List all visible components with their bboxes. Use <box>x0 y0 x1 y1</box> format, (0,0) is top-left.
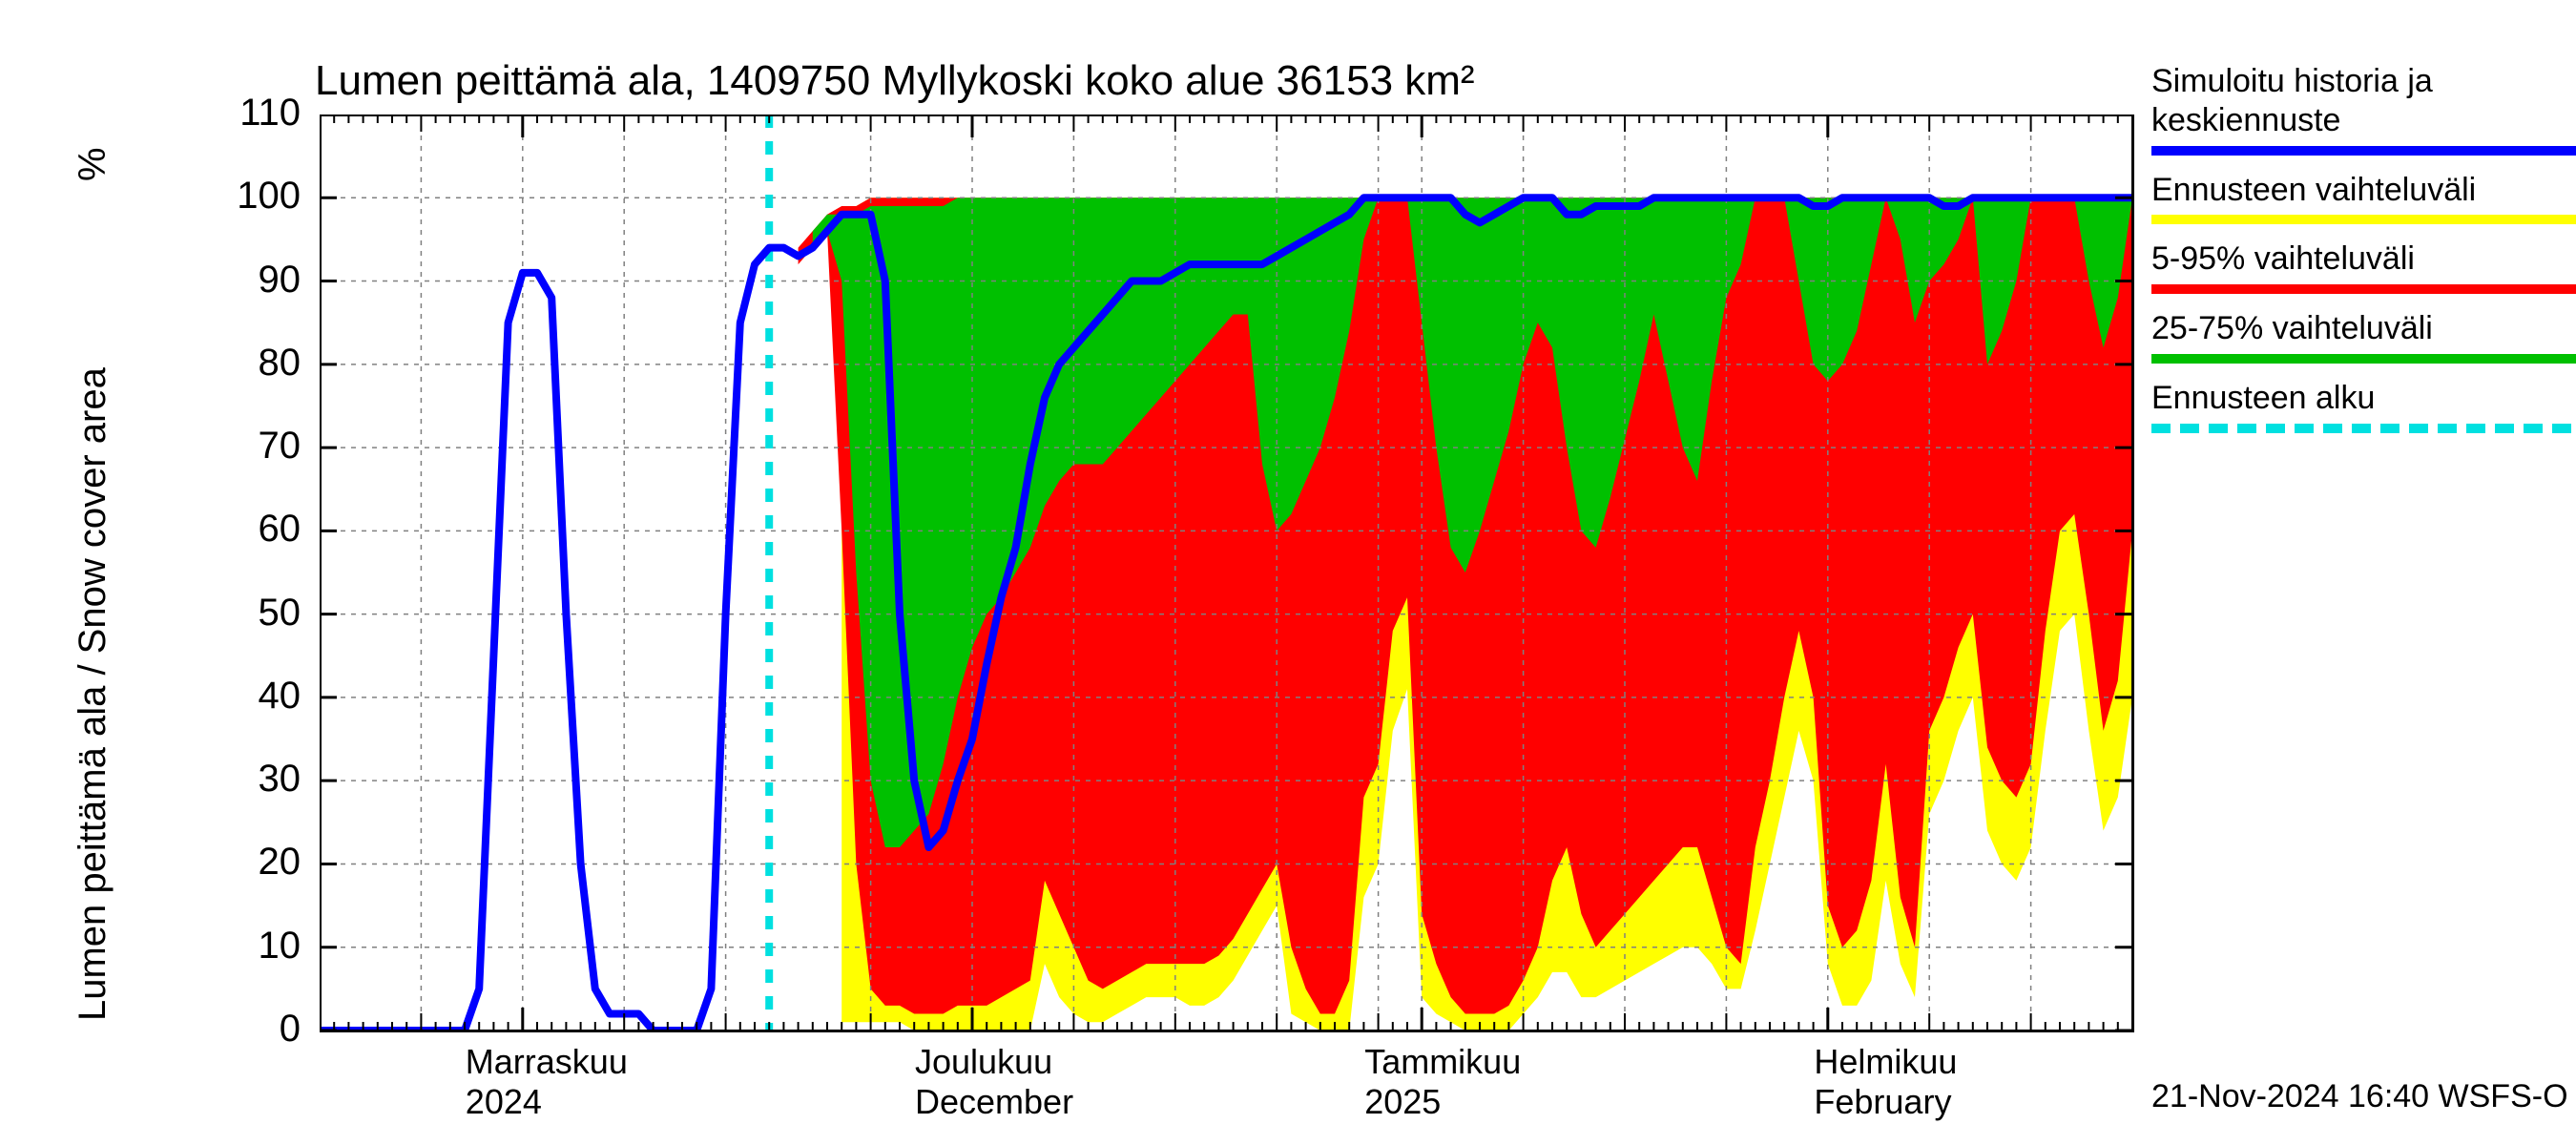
y-tick: 30 <box>224 758 301 801</box>
legend-label: Ennusteen alku <box>2151 379 2576 418</box>
y-axis-label: Lumen peittämä ala / Snow cover area <box>72 367 114 1021</box>
legend-swatch <box>2151 146 2576 156</box>
x-tick-label: Helmikuu <box>1814 1042 1957 1082</box>
legend-label: Ennusteen vaihteluväli <box>2151 171 2576 210</box>
y-tick: 90 <box>224 259 301 302</box>
legend-entry: 5-95% vaihteluväli <box>2151 239 2576 303</box>
chart-title: Lumen peittämä ala, 1409750 Myllykoski k… <box>315 57 1475 105</box>
y-axis-unit: % <box>72 147 114 181</box>
chart-footer: 21-Nov-2024 16:40 WSFS-O <box>2151 1078 2568 1115</box>
legend-label: 5-95% vaihteluväli <box>2151 239 2576 279</box>
chart-plot-area <box>320 114 2134 1032</box>
y-tick: 80 <box>224 342 301 385</box>
legend-swatch <box>2151 424 2576 433</box>
legend-entry: Ennusteen alku <box>2151 379 2576 443</box>
legend-swatch <box>2151 354 2576 364</box>
x-tick-sublabel: February <box>1814 1082 1951 1122</box>
legend-entry: Ennusteen vaihteluväli <box>2151 171 2576 235</box>
y-tick: 110 <box>224 92 301 135</box>
y-tick: 20 <box>224 841 301 884</box>
x-tick-sublabel: December <box>915 1082 1073 1122</box>
y-tick: 50 <box>224 592 301 635</box>
y-tick: 70 <box>224 425 301 468</box>
x-tick-label: Tammikuu <box>1364 1042 1521 1082</box>
legend-label: Simuloitu historia jakeskiennuste <box>2151 62 2576 140</box>
y-tick: 10 <box>224 925 301 968</box>
y-tick: 100 <box>224 175 301 218</box>
legend-swatch <box>2151 215 2576 224</box>
y-tick: 40 <box>224 675 301 718</box>
x-tick-sublabel: 2024 <box>466 1082 542 1122</box>
x-tick-label: Joulukuu <box>915 1042 1052 1082</box>
legend-swatch <box>2151 284 2576 294</box>
legend: Simuloitu historia jakeskiennuste Ennuste… <box>2151 62 2576 448</box>
x-tick-label: Marraskuu <box>466 1042 628 1082</box>
y-tick: 60 <box>224 508 301 551</box>
legend-label: 25-75% vaihteluväli <box>2151 309 2576 348</box>
legend-entry: 25-75% vaihteluväli <box>2151 309 2576 373</box>
legend-entry: Simuloitu historia jakeskiennuste <box>2151 62 2576 165</box>
y-tick: 0 <box>224 1008 301 1051</box>
x-tick-sublabel: 2025 <box>1364 1082 1441 1122</box>
